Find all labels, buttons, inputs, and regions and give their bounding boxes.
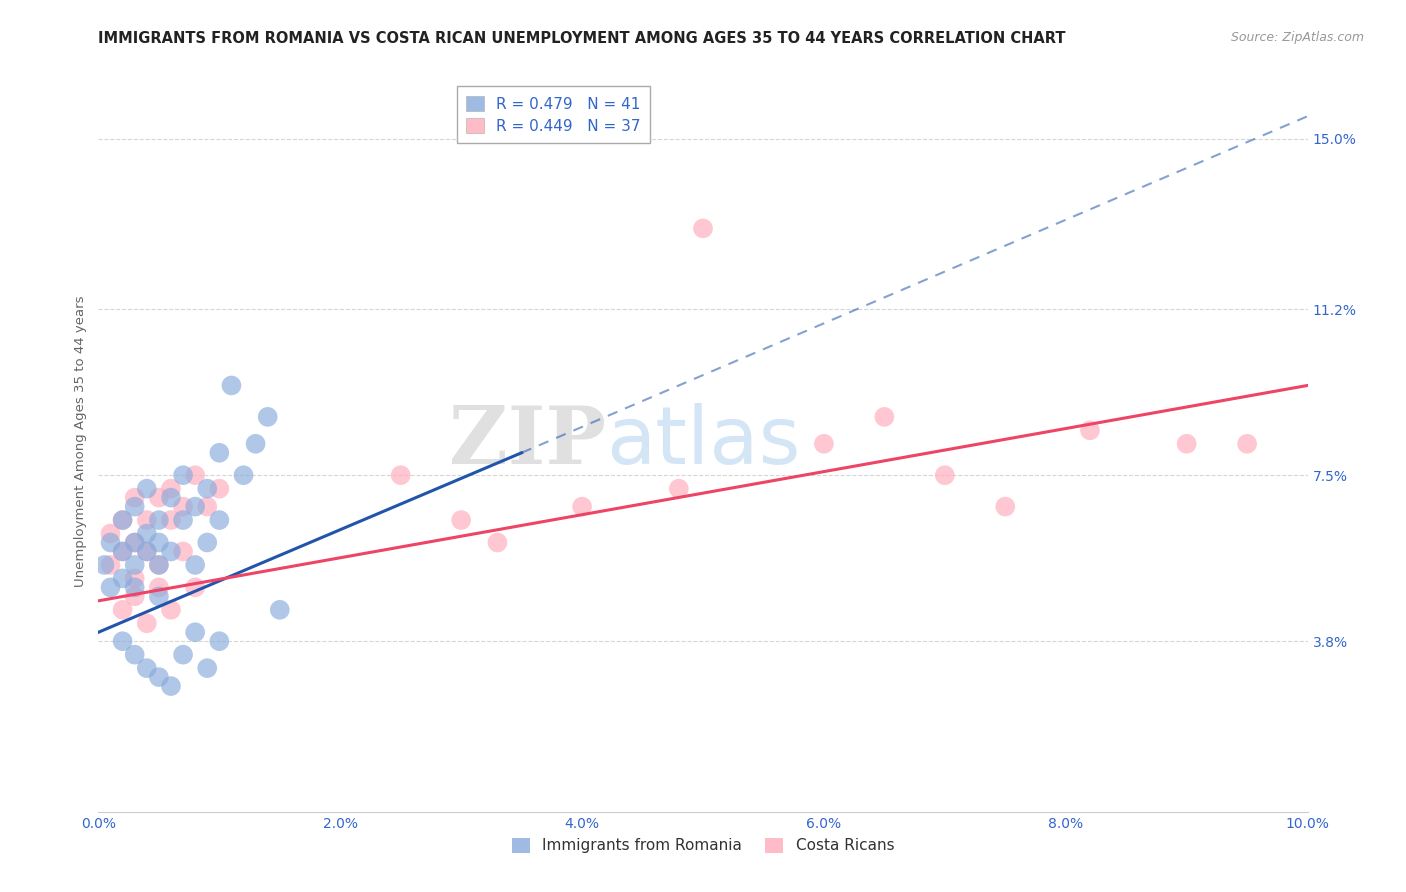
Point	[124, 580, 146, 594]
Point	[124, 500, 146, 514]
Text: atlas: atlas	[606, 402, 800, 481]
Point	[148, 535, 170, 549]
Point	[111, 513, 134, 527]
Point	[184, 580, 207, 594]
Point	[100, 526, 122, 541]
Point	[100, 535, 122, 549]
Point	[245, 437, 267, 451]
Point	[135, 544, 157, 558]
Point	[873, 409, 896, 424]
Point	[1175, 437, 1198, 451]
Point	[184, 558, 207, 572]
Point	[172, 544, 194, 558]
Point	[813, 437, 835, 451]
Point	[160, 603, 183, 617]
Point	[148, 558, 170, 572]
Point	[184, 625, 207, 640]
Point	[160, 491, 183, 505]
Point	[184, 500, 207, 514]
Point	[100, 580, 122, 594]
Point	[269, 603, 291, 617]
Point	[124, 648, 146, 662]
Point	[172, 648, 194, 662]
Point	[450, 513, 472, 527]
Point	[148, 590, 170, 604]
Point	[111, 513, 134, 527]
Point	[111, 544, 134, 558]
Point	[256, 409, 278, 424]
Point	[148, 491, 170, 505]
Point	[208, 513, 231, 527]
Point	[111, 634, 134, 648]
Point	[160, 482, 183, 496]
Point	[994, 500, 1017, 514]
Point	[668, 482, 690, 496]
Point	[124, 491, 146, 505]
Point	[208, 634, 231, 648]
Point	[135, 661, 157, 675]
Point	[195, 482, 218, 496]
Point	[934, 468, 956, 483]
Point	[135, 513, 157, 527]
Point	[232, 468, 254, 483]
Legend: Immigrants from Romania, Costa Ricans: Immigrants from Romania, Costa Ricans	[506, 831, 900, 860]
Point	[172, 500, 194, 514]
Point	[221, 378, 243, 392]
Point	[1236, 437, 1258, 451]
Point	[172, 468, 194, 483]
Point	[135, 482, 157, 496]
Point	[160, 679, 183, 693]
Point	[195, 535, 218, 549]
Point	[135, 616, 157, 631]
Point	[160, 513, 183, 527]
Point	[111, 571, 134, 585]
Point	[195, 661, 218, 675]
Point	[148, 580, 170, 594]
Point	[148, 513, 170, 527]
Point	[195, 500, 218, 514]
Point	[111, 544, 134, 558]
Point	[111, 603, 134, 617]
Point	[124, 558, 146, 572]
Point	[100, 558, 122, 572]
Text: Source: ZipAtlas.com: Source: ZipAtlas.com	[1230, 31, 1364, 45]
Point	[486, 535, 509, 549]
Point	[124, 535, 146, 549]
Text: IMMIGRANTS FROM ROMANIA VS COSTA RICAN UNEMPLOYMENT AMONG AGES 35 TO 44 YEARS CO: IMMIGRANTS FROM ROMANIA VS COSTA RICAN U…	[98, 31, 1066, 46]
Point	[135, 526, 157, 541]
Point	[124, 571, 146, 585]
Point	[172, 513, 194, 527]
Point	[571, 500, 593, 514]
Point	[160, 544, 183, 558]
Point	[148, 558, 170, 572]
Point	[124, 590, 146, 604]
Point	[389, 468, 412, 483]
Point	[208, 446, 231, 460]
Point	[148, 670, 170, 684]
Point	[93, 558, 115, 572]
Point	[124, 535, 146, 549]
Y-axis label: Unemployment Among Ages 35 to 44 years: Unemployment Among Ages 35 to 44 years	[75, 296, 87, 587]
Point	[184, 468, 207, 483]
Point	[208, 482, 231, 496]
Text: ZIP: ZIP	[450, 402, 606, 481]
Point	[135, 544, 157, 558]
Point	[692, 221, 714, 235]
Point	[1078, 423, 1101, 437]
